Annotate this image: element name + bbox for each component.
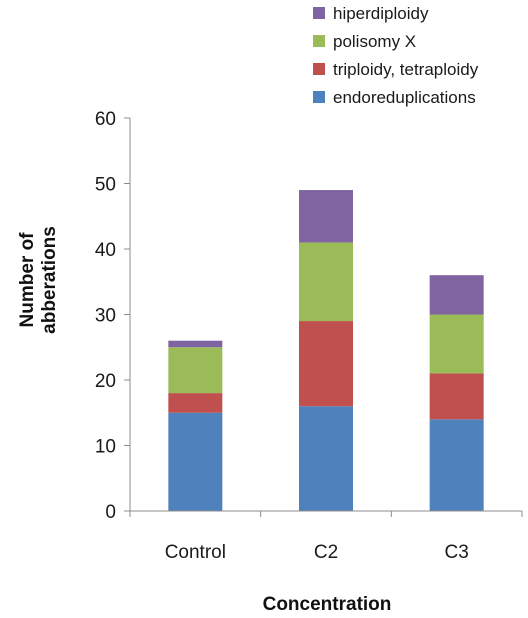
legend-swatch-triploidy-tetraploidy xyxy=(313,63,325,75)
y-tick-label-40: 40 xyxy=(95,240,116,261)
bar-c2-endoreduplications xyxy=(299,406,353,511)
x-axis-title: Concentration xyxy=(263,594,392,615)
y-tick-label-30: 30 xyxy=(95,306,116,327)
legend-label-hiperdiploidy: hiperdiploidy xyxy=(333,4,429,23)
y-tick-label-60: 60 xyxy=(95,109,116,130)
y-axis-title-line-2: abberations xyxy=(39,226,60,334)
y-tick-label-10: 10 xyxy=(95,437,116,458)
y-tick-label-20: 20 xyxy=(95,371,116,392)
bar-control-triploidy-tetraploidy xyxy=(168,393,223,413)
bar-control-polisomy-x xyxy=(168,347,223,394)
y-axis-ticks: 0 10 20 30 40 50 60 xyxy=(95,109,130,523)
y-tick-label-0: 0 xyxy=(105,502,116,523)
bar-control-hiperdiploidy xyxy=(168,340,223,348)
legend-swatch-hiperdiploidy xyxy=(313,7,325,19)
y-axis-title: Number of abberations xyxy=(17,226,60,334)
bar-c3-polisomy-x xyxy=(429,314,484,374)
x-tick-label-c2: C2 xyxy=(314,542,338,563)
legend-label-endoreduplications: endoreduplications xyxy=(333,88,476,107)
legend: hiperdiploidy polisomy X triploidy, tetrap… xyxy=(313,4,479,107)
y-tick-label-50: 50 xyxy=(95,175,116,196)
bars xyxy=(168,190,484,511)
bar-c3-hiperdiploidy xyxy=(429,275,484,315)
bar-c2-triploidy-tetraploidy xyxy=(299,321,353,407)
x-tick-label-c3: C3 xyxy=(445,542,469,563)
legend-swatch-polisomy-x xyxy=(313,35,325,47)
bar-c3-endoreduplications xyxy=(429,419,484,511)
x-tick-label-control: Control xyxy=(165,542,226,563)
y-axis-title-line-1: Number of xyxy=(17,232,38,328)
x-axis-labels: Control C2 C3 xyxy=(165,542,469,563)
bar-c2-polisomy-x xyxy=(299,242,353,322)
legend-swatch-endoreduplications xyxy=(313,91,325,103)
axes xyxy=(129,118,523,517)
legend-label-triploidy-tetraploidy: triploidy, tetraploidy xyxy=(333,60,479,79)
bar-c2-hiperdiploidy xyxy=(299,190,353,243)
bar-c3-triploidy-tetraploidy xyxy=(429,373,484,420)
legend-label-polisomy-x: polisomy X xyxy=(333,32,416,51)
bar-control-endoreduplications xyxy=(168,412,223,511)
